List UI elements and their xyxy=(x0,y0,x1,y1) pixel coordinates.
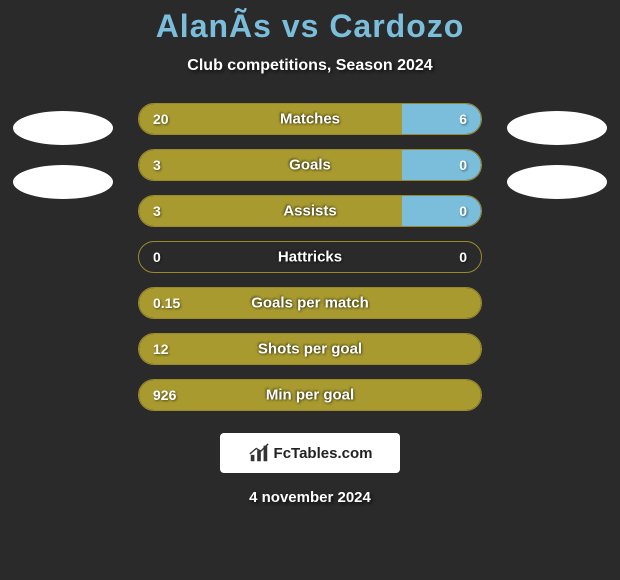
comparison-card: AlanÃ­s vs Cardozo Club competitions, Se… xyxy=(0,0,620,580)
date-text: 4 november 2024 xyxy=(0,489,620,506)
bar-value-left: 3 xyxy=(153,203,161,219)
stat-bar-matches: 20 Matches 6 xyxy=(138,103,482,135)
stat-bar-goals: 3 Goals 0 xyxy=(138,149,482,181)
bar-value-right: 0 xyxy=(459,249,467,265)
bar-fill-right xyxy=(402,104,481,134)
chart-icon xyxy=(248,442,270,464)
team-left-image xyxy=(13,165,113,199)
stat-bar-assists: 3 Assists 0 xyxy=(138,195,482,227)
team-right-image xyxy=(507,165,607,199)
bar-label: Goals xyxy=(289,157,331,174)
bar-label: Goals per match xyxy=(251,295,369,312)
stat-bar-min-per-goal: 926 Min per goal xyxy=(138,379,482,411)
bar-value-left: 12 xyxy=(153,341,169,357)
bar-label: Assists xyxy=(283,203,336,220)
bar-fill-left xyxy=(139,150,402,180)
player-left-column xyxy=(8,103,118,199)
stat-bar-hattricks: 0 Hattricks 0 xyxy=(138,241,482,273)
player-right-column xyxy=(502,103,612,199)
bar-fill-left xyxy=(139,104,402,134)
bar-value-right: 0 xyxy=(459,203,467,219)
bar-label: Matches xyxy=(280,111,340,128)
bar-label: Hattricks xyxy=(278,249,342,266)
season-subtitle: Club competitions, Season 2024 xyxy=(0,57,620,75)
bar-fill-right xyxy=(402,150,481,180)
bar-value-left: 20 xyxy=(153,111,169,127)
footer-logo: FcTables.com xyxy=(220,433,400,473)
bar-value-left: 0 xyxy=(153,249,161,265)
stat-bar-goals-per-match: 0.15 Goals per match xyxy=(138,287,482,319)
bar-label: Min per goal xyxy=(266,387,354,404)
bar-value-left: 3 xyxy=(153,157,161,173)
content-area: 20 Matches 6 3 Goals 0 3 Assists 0 0 Hattricks 0 0.1… xyxy=(0,103,620,411)
player-left-image xyxy=(13,111,113,145)
bar-fill-right xyxy=(402,196,481,226)
stat-bar-shots-per-goal: 12 Shots per goal xyxy=(138,333,482,365)
bar-value-right: 0 xyxy=(459,157,467,173)
bar-value-left: 0.15 xyxy=(153,295,180,311)
player-right-image xyxy=(507,111,607,145)
page-title: AlanÃ­s vs Cardozo xyxy=(0,8,620,45)
bar-value-right: 6 xyxy=(459,111,467,127)
bar-label: Shots per goal xyxy=(258,341,362,358)
bar-value-left: 926 xyxy=(153,387,176,403)
footer-logo-text: FcTables.com xyxy=(274,445,373,462)
stat-bars: 20 Matches 6 3 Goals 0 3 Assists 0 0 Hattricks 0 0.1… xyxy=(118,103,502,411)
bar-fill-left xyxy=(139,196,402,226)
